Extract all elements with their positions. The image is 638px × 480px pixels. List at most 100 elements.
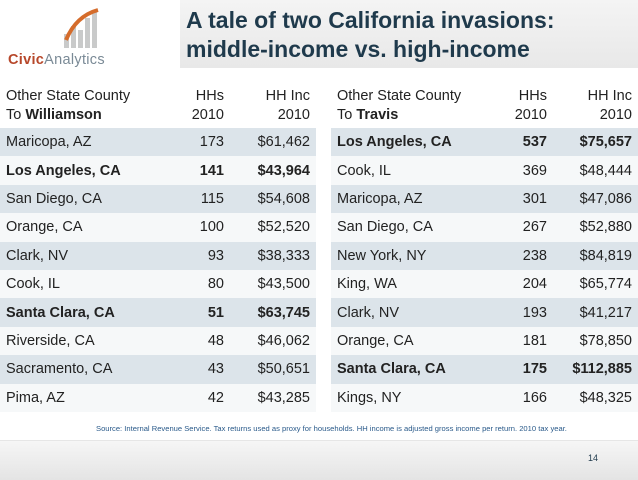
table-row: San Diego, CA 267 $52,880 [331,213,638,242]
hhs-cell: 175 [483,355,553,384]
county-cell: Riverside, CA [0,326,164,356]
county-cell: Orange, CA [0,213,164,242]
hhs-cell: 43 [164,355,230,384]
title-line-2: middle-income vs. high-income [186,36,530,62]
hh-inc-cell: $43,964 [230,156,316,185]
hhs-cell: 42 [164,383,230,412]
hh-inc-cell: $50,651 [230,355,316,384]
county-cell: King, WA [331,269,483,299]
table-row: Santa Clara, CA 175 $112,885 [331,355,638,384]
county-cell: Maricopa, AZ [331,184,483,214]
hh-inc-cell: $52,520 [230,213,316,242]
page-title: A tale of two California invasions: midd… [186,6,626,64]
county-cell: Santa Clara, CA [0,298,164,327]
county-cell: Clark, NV [0,241,164,270]
hhs-cell: 173 [164,128,230,157]
hh-inc-cell: $41,217 [553,298,638,327]
page-number: 14 [587,453,598,463]
table-header-row: Other State County To Travis HHs 2010 HH I… [331,84,638,128]
hhs-cell: 80 [164,269,230,299]
table-header-row: Other State County To Williamson HHs 2010 … [0,84,316,128]
hh-inc-cell: $46,062 [230,326,316,356]
hhs-cell: 369 [483,156,553,185]
hhs-cell: 204 [483,269,553,299]
source-note: Source: Internal Revenue Service. Tax re… [96,424,567,433]
hhs-cell: 267 [483,213,553,242]
table-row: Kings, NY 166 $48,325 [331,383,638,412]
hh-inc-cell: $43,285 [230,383,316,412]
hh-inc-cell: $47,086 [553,184,638,214]
table-row: Cook, IL 80 $43,500 [0,269,316,299]
hh-inc-cell: $54,608 [230,184,316,214]
header-county: Other State County To Travis [337,88,462,123]
hhs-cell: 166 [483,383,553,412]
hhs-cell: 100 [164,213,230,242]
logo-brand: Civic [8,52,45,68]
hhs-cell: 115 [164,184,230,214]
table-row: Clark, NV 193 $41,217 [331,298,638,327]
hhs-cell: 48 [164,326,230,356]
county-cell: Sacramento, CA [0,355,164,384]
header-hh-inc: HH Inc 2010 [587,88,632,123]
hh-inc-cell: $61,462 [230,128,316,157]
title-band [180,0,638,68]
hhs-cell: 301 [483,184,553,214]
slide-header: CivicAnalytics A tale of two California … [0,0,638,76]
hh-inc-cell: $52,880 [553,213,638,242]
county-cell: San Diego, CA [0,184,164,214]
hh-inc-cell: $48,444 [553,156,638,185]
header-hh-inc: HH Inc 2010 [265,88,310,123]
travis-table: Other State County To Travis HHs 2010 HH I… [331,84,638,412]
hhs-cell: 537 [483,128,553,157]
county-cell: San Diego, CA [331,213,483,242]
header-county: Other State County To Williamson [6,88,131,123]
county-cell: Pima, AZ [0,383,164,412]
civic-analytics-logo: CivicAnalytics [6,6,176,70]
hh-inc-cell: $78,850 [553,326,638,356]
table-row: Santa Clara, CA 51 $63,745 [0,298,316,327]
county-cell: Clark, NV [331,298,483,327]
hh-inc-cell: $63,745 [230,298,316,327]
county-cell: New York, NY [331,241,483,270]
county-cell: Cook, IL [331,156,483,185]
header-hhs: HHs 2010 [191,88,224,123]
logo-wordmark: CivicAnalytics [8,52,105,68]
hhs-cell: 181 [483,326,553,356]
county-cell: Maricopa, AZ [0,128,164,157]
table-row: Cook, IL 369 $48,444 [331,156,638,185]
hh-inc-cell: $84,819 [553,241,638,270]
table-row: King, WA 204 $65,774 [331,269,638,299]
table-row: San Diego, CA 115 $54,608 [0,184,316,214]
table-row: Los Angeles, CA 141 $43,964 [0,156,316,185]
hh-inc-cell: $65,774 [553,269,638,299]
county-cell: Santa Clara, CA [331,355,483,384]
hhs-cell: 51 [164,298,230,327]
hhs-cell: 141 [164,156,230,185]
title-line-1: A tale of two California invasions: [186,7,555,33]
hh-inc-cell: $112,885 [553,355,638,384]
hhs-cell: 238 [483,241,553,270]
table-row: Orange, CA 181 $78,850 [331,326,638,356]
hh-inc-cell: $75,657 [553,128,638,157]
county-cell: Los Angeles, CA [331,128,483,157]
county-cell: Orange, CA [331,326,483,356]
hh-inc-cell: $38,333 [230,241,316,270]
table-row: Maricopa, AZ 301 $47,086 [331,184,638,214]
county-cell: Cook, IL [0,269,164,299]
county-cell: Kings, NY [331,383,483,412]
table-row: Riverside, CA 48 $46,062 [0,326,316,356]
williamson-table: Other State County To Williamson HHs 2010 … [0,84,316,412]
slide-footer [0,440,638,480]
table-row: Sacramento, CA 43 $50,651 [0,355,316,384]
hhs-cell: 93 [164,241,230,270]
table-row: Orange, CA 100 $52,520 [0,213,316,242]
table-row: Clark, NV 93 $38,333 [0,241,316,270]
header-hhs: HHs 2010 [514,88,547,123]
table-row: New York, NY 238 $84,819 [331,241,638,270]
hhs-cell: 193 [483,298,553,327]
table-row: Los Angeles, CA 537 $75,657 [331,128,638,157]
county-cell: Los Angeles, CA [0,156,164,185]
logo-rest: Analytics [44,52,105,68]
table-row: Pima, AZ 42 $43,285 [0,383,316,412]
hh-inc-cell: $48,325 [553,383,638,412]
